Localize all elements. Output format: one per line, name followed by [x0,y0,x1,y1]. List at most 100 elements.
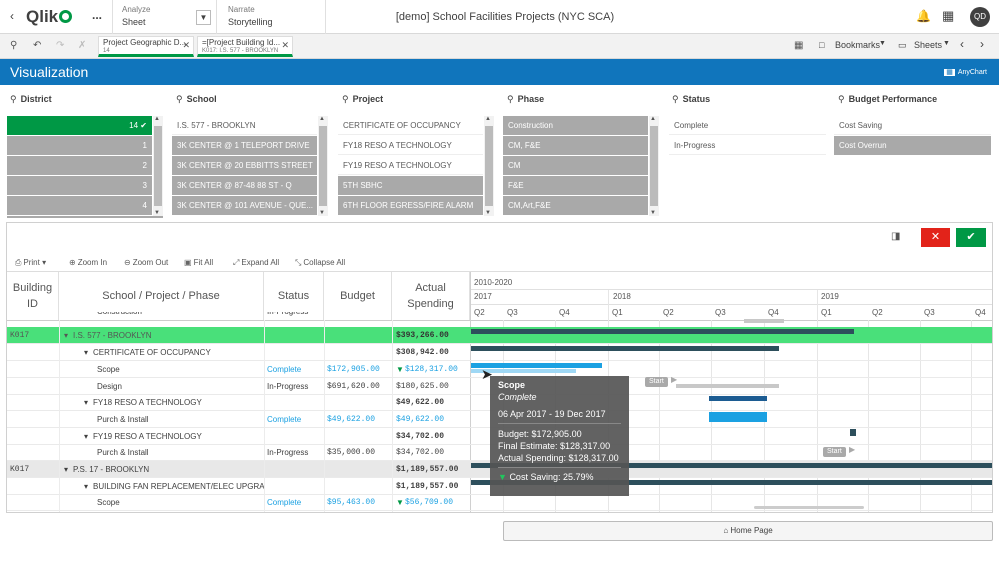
school-item[interactable]: 3K CENTER @ 1 TELEPORT DRIVE [172,136,317,155]
project-item[interactable]: 5TH SBHC [338,176,483,195]
selection-chip-district[interactable]: Project Geographic D... 14 ✕ [98,36,194,57]
row-status[interactable]: Complete [267,365,302,374]
chevron-down-icon[interactable]: ▼ [943,40,950,47]
step-back-icon[interactable]: ↶ [33,40,42,51]
print-button[interactable]: ⎙ Print ▾ [15,258,47,267]
smart-search-icon[interactable]: ⚲ [10,40,18,51]
project-filter-title[interactable]: ⚲ Project [342,94,383,105]
close-icon[interactable]: ✕ [182,40,190,50]
project-item[interactable]: 6TH FLOOR EGRESS/FIRE ALARM [338,196,483,215]
previous-sheet-icon[interactable]: ‹ [960,37,964,51]
gantt-milestone[interactable] [850,429,856,436]
project-item[interactable]: FY19 RESO A TECHNOLOGY [338,156,483,175]
column-header-status[interactable]: Status [264,272,324,320]
budget-item[interactable]: Cost Saving [834,116,991,135]
notification-bell-icon[interactable]: 🔔 [916,9,931,23]
confirm-selection-button[interactable]: ✔ [956,228,986,247]
gantt-bar-scope[interactable] [471,363,602,368]
bookmark-icon[interactable]: □ [819,40,825,50]
lasso-select-icon[interactable]: ◨ [891,231,901,242]
district-item[interactable]: 4 [7,196,152,215]
gantt-bar-fy18[interactable] [709,396,767,401]
collapse-all-button[interactable]: ⤡ Collapse All [295,258,345,268]
row-status[interactable]: Complete [267,415,302,424]
status-item[interactable]: In-Progress [669,136,826,155]
gantt-bar-scope-actual[interactable] [471,369,576,373]
district-item[interactable]: 2 [7,156,152,175]
more-menu-icon[interactable]: ... [92,8,103,22]
project-item[interactable]: FY18 RESO A TECHNOLOGY [338,136,483,155]
school-item[interactable]: 3K CENTER @ 101 AVENUE - QUE... [172,196,317,215]
tree-toggle-icon[interactable]: ▾ [84,398,89,407]
horizontal-scrollbar[interactable] [754,506,864,509]
sheets-icon[interactable]: ▭ [898,40,907,50]
budget-item[interactable]: Cost Overrun [834,136,991,155]
tree-toggle-icon[interactable]: ▾ [84,482,89,491]
gantt-bar-ps17[interactable] [471,463,992,468]
bookmarks-button[interactable]: Bookmarks [835,40,881,50]
row-status[interactable]: Complete [267,498,302,507]
school-item[interactable]: 3K CENTER @ 87-48 88 ST - Q [172,176,317,195]
status-item[interactable]: Complete [669,116,826,135]
budget-filter-title[interactable]: ⚲ Budget Performance [838,94,937,105]
home-page-button[interactable]: ⌂ Home Page [503,521,993,541]
column-header-budget[interactable]: Budget [324,272,392,320]
chevron-down-icon[interactable]: ▼ [196,10,211,25]
district-filter-title[interactable]: ⚲ District [10,94,52,105]
apps-grid-icon[interactable]: ▦ [942,8,955,23]
tree-toggle-icon[interactable]: ▾ [64,331,69,340]
step-forward-icon[interactable]: ↷ [56,40,65,51]
clear-selections-icon[interactable]: ✗ [78,40,87,51]
district-item[interactable]: 1 [7,136,152,155]
column-header-building[interactable]: Building ID [7,272,59,320]
school-item[interactable]: I.S. 577 - BROOKLYN [172,116,317,135]
phase-item[interactable]: CM, F&E [503,136,648,155]
analyze-mode-tab[interactable]: Analyze Sheet [122,4,150,28]
gantt-bar-fan[interactable] [471,480,992,485]
status-filter-title[interactable]: ⚲ Status [672,94,710,105]
table-row[interactable]: ▾ CERTIFICATE OF OCCUPANCY $308,942.00 [7,344,992,361]
zoom-out-button[interactable]: ⊖ Zoom Out [124,258,168,267]
school-filter-title[interactable]: ⚲ School [176,94,217,105]
project-scrollbar[interactable]: ▲ ▼ [484,116,494,216]
phase-scrollbar[interactable]: ▲ ▼ [649,116,659,216]
tree-toggle-icon[interactable]: ▾ [84,432,89,441]
chevron-down-icon[interactable]: ▼ [879,40,886,47]
cancel-selection-button[interactable]: ✕ [921,228,950,247]
gantt-bar-fy18-install[interactable] [709,412,767,422]
gantt-bar-project[interactable] [471,346,779,351]
phase-item[interactable]: CM,Art,F&E [503,196,648,215]
zoom-in-button[interactable]: ⊕ Zoom In [69,258,107,267]
tree-toggle-icon[interactable]: ▾ [64,465,69,474]
phase-item[interactable]: Construction [503,116,648,135]
timeline-year-label: 2018 [613,292,631,301]
district-scrollbar[interactable]: ▲ ▼ [153,116,163,216]
next-sheet-icon[interactable]: › [980,37,984,51]
column-header-actual[interactable]: Actual Spending [392,272,470,320]
phase-item[interactable]: CM [503,156,648,175]
sheets-button[interactable]: Sheets [914,40,943,50]
selection-chip-building[interactable]: =[Project Building Id... K017: I.S. 577 … [197,36,293,57]
narrate-mode-tab[interactable]: Narrate Storytelling [228,4,273,28]
project-item[interactable]: CERTIFICATE OF OCCUPANCY [338,116,483,135]
avatar[interactable]: QD [970,7,990,27]
expand-all-button[interactable]: ⤢ Expand All [233,258,279,268]
district-item[interactable]: 3 [7,176,152,195]
gantt-bar-school[interactable] [471,329,854,334]
tree-toggle-icon[interactable]: ▾ [84,348,89,357]
gantt-bar-design[interactable] [676,384,779,388]
table-row[interactable]: Construction In-Progress [7,312,992,321]
column-header-school[interactable]: School / Project / Phase [59,272,264,320]
phase-item[interactable]: F&E [503,176,648,195]
school-item[interactable]: 3K CENTER @ 20 EBBITTS STREET [172,156,317,175]
grid-view-icon[interactable]: ▦ [794,40,804,51]
row-name: FY18 RESO A TECHNOLOGY [93,398,202,407]
district-item[interactable]: 14 ✔ [7,116,152,135]
phase-filter-title[interactable]: ⚲ Phase [507,94,544,105]
table-row[interactable]: Scope Complete $95,463.00 ▼ $56,709.00 [7,494,992,511]
school-scrollbar[interactable]: ▲ ▼ [318,116,328,216]
gantt-bar[interactable] [744,319,784,323]
fit-all-button[interactable]: ▣ Fit All [184,258,213,267]
back-icon[interactable]: ‹ [10,9,14,23]
close-icon[interactable]: ✕ [281,40,289,50]
